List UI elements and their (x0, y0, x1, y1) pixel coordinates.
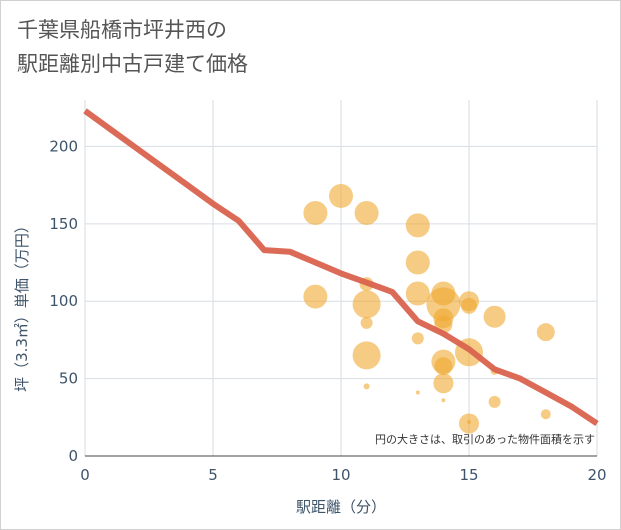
y-tick-label: 0 (68, 447, 78, 465)
bubble-point (303, 284, 328, 309)
chart-title-line-1: 千葉県船橋市坪井西の (17, 18, 227, 42)
bubble-point (540, 409, 551, 420)
trend-line (83, 108, 599, 426)
x-tick-label: 0 (80, 466, 90, 484)
bubble-size-note: 円の大きさは、取引のあった物件面積を示す (375, 432, 595, 446)
bubble-point (488, 395, 501, 408)
x-tick-label: 20 (587, 466, 606, 484)
y-tick-label: 200 (49, 137, 78, 155)
y-tick-label: 50 (59, 370, 78, 388)
bubble-point (363, 383, 370, 390)
y-axis-label: 坪（3.3㎡）単価（万円） (13, 218, 31, 392)
bubble-point (434, 357, 453, 376)
bubble-point (467, 419, 471, 424)
bubble-point (329, 183, 353, 208)
y-axis-ticks: 0 50 100 150 200 (49, 137, 78, 465)
bubble-point (536, 323, 555, 342)
x-tick-label: 15 (459, 466, 478, 484)
bubble-point (441, 398, 446, 403)
x-axis-ticks: 0 5 10 15 20 (80, 466, 606, 484)
bubble-point (354, 200, 379, 225)
bubble-point (433, 373, 454, 394)
bubble-point (405, 250, 430, 275)
x-tick-label: 5 (208, 466, 218, 484)
bubble-point (405, 281, 430, 306)
bubble-point (352, 290, 381, 319)
y-tick-label: 100 (49, 292, 78, 310)
bubble-point (483, 305, 506, 328)
bubble-point (360, 316, 373, 329)
bubble-point (426, 287, 461, 322)
x-axis-label: 駅距離（分） (296, 498, 386, 516)
y-tick-label: 150 (49, 215, 78, 233)
chart-title-line-2: 駅距離別中古戸建て価格 (17, 52, 248, 76)
x-tick-label: 10 (331, 466, 350, 484)
bubble-point (405, 213, 430, 238)
bubble-point (411, 332, 424, 345)
bubble-point (461, 297, 477, 314)
bubble-point (352, 341, 381, 370)
grid-lines (84, 100, 598, 457)
bubble-point (303, 200, 328, 225)
bubbles (303, 183, 555, 434)
chart-title: 千葉県船橋市坪井西の 駅距離別中古戸建て価格 (17, 13, 248, 81)
bubble-point (415, 390, 420, 395)
